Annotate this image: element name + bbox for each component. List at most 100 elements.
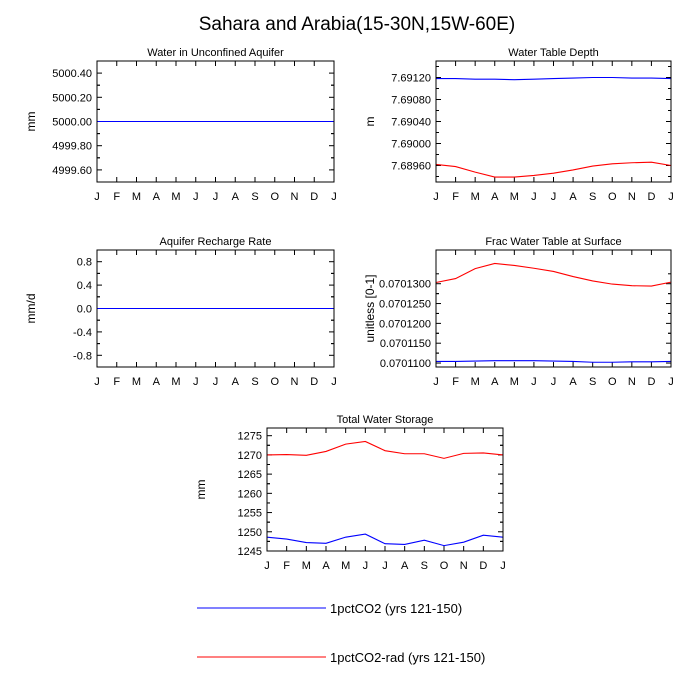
y-axis-label: mm bbox=[194, 480, 208, 500]
y-tick-label: 5000.00 bbox=[52, 117, 92, 129]
x-tick-label: A bbox=[569, 376, 577, 388]
x-tick-label: M bbox=[171, 376, 180, 388]
x-tick-label: M bbox=[471, 191, 480, 203]
x-tick-label: D bbox=[479, 560, 487, 572]
plot-frame bbox=[435, 60, 672, 183]
x-tick-label: O bbox=[608, 191, 617, 203]
y-tick-label: 1250 bbox=[238, 527, 262, 539]
y-tick-label: -0.8 bbox=[73, 350, 92, 362]
y-tick-label: 0.0701200 bbox=[379, 318, 431, 330]
x-tick-label: J bbox=[500, 560, 506, 572]
x-tick-label: S bbox=[251, 376, 258, 388]
panel-title: Frac Water Table at Surface bbox=[485, 236, 621, 248]
x-tick-label: M bbox=[471, 376, 480, 388]
x-tick-label: M bbox=[510, 191, 519, 203]
x-tick-label: S bbox=[251, 191, 258, 203]
x-tick-label: A bbox=[569, 191, 577, 203]
x-tick-label: F bbox=[452, 191, 459, 203]
x-tick-label: O bbox=[270, 191, 279, 203]
x-tick-label: D bbox=[310, 191, 318, 203]
x-tick-label: D bbox=[647, 191, 655, 203]
x-tick-label: J bbox=[94, 191, 100, 203]
x-tick-label: O bbox=[270, 376, 279, 388]
panel-title: Total Water Storage bbox=[337, 414, 434, 426]
x-tick-label: S bbox=[589, 191, 596, 203]
x-tick-label: N bbox=[291, 376, 299, 388]
y-tick-label: 1245 bbox=[238, 546, 262, 558]
x-tick-label: J bbox=[331, 376, 337, 388]
plot-frame bbox=[96, 249, 335, 368]
x-tick-label: N bbox=[628, 376, 636, 388]
x-tick-label: A bbox=[491, 191, 499, 203]
series-line-1pctco2 bbox=[436, 360, 672, 363]
figure-title: Sahara and Arabia(15-30N,15W-60E) bbox=[199, 14, 516, 35]
x-tick-label: A bbox=[153, 376, 161, 388]
x-tick-label: J bbox=[213, 376, 219, 388]
y-tick-label: 1275 bbox=[238, 431, 262, 443]
y-tick-label: 0.0701100 bbox=[380, 358, 431, 370]
x-tick-label: J bbox=[668, 191, 674, 203]
x-tick-label: N bbox=[291, 191, 299, 203]
y-axis-label: mm bbox=[24, 112, 38, 132]
y-tick-label: 7.68960 bbox=[391, 161, 431, 173]
x-tick-label: N bbox=[628, 191, 636, 203]
x-tick-label: A bbox=[153, 191, 161, 203]
x-tick-label: O bbox=[440, 560, 449, 572]
series-line-1pctco2-rad bbox=[435, 262, 672, 287]
y-tick-label: 1270 bbox=[238, 450, 262, 462]
x-tick-label: A bbox=[232, 376, 240, 388]
y-tick-label: 7.69040 bbox=[391, 117, 431, 129]
series-line-1pctco2 bbox=[436, 76, 672, 81]
x-tick-label: J bbox=[551, 191, 557, 203]
x-tick-label: J bbox=[433, 191, 439, 203]
legend-label-1pctco2: 1pctCO2 (yrs 121-150) bbox=[330, 601, 462, 616]
y-tick-label: 0.0 bbox=[77, 304, 92, 316]
panel-title: Water in Unconfined Aquifer bbox=[147, 47, 284, 59]
y-tick-label: 5000.20 bbox=[52, 92, 92, 104]
y-tick-label: 4999.60 bbox=[52, 165, 92, 177]
y-tick-label: 5000.40 bbox=[52, 68, 92, 80]
x-tick-label: J bbox=[382, 560, 388, 572]
y-tick-label: 4999.80 bbox=[52, 141, 92, 153]
legend-label-1pctco2-rad: 1pctCO2-rad (yrs 121-150) bbox=[330, 650, 485, 665]
x-tick-label: F bbox=[113, 376, 120, 388]
x-tick-label: A bbox=[322, 560, 330, 572]
panel-title: Aquifer Recharge Rate bbox=[160, 236, 272, 248]
x-tick-label: J bbox=[213, 191, 219, 203]
x-tick-label: J bbox=[551, 376, 557, 388]
x-tick-label: A bbox=[232, 191, 240, 203]
y-axis-label: unitless [0-1] bbox=[363, 274, 377, 342]
plot-frame bbox=[266, 427, 504, 552]
y-tick-label: 1260 bbox=[238, 488, 262, 500]
x-tick-label: J bbox=[331, 191, 337, 203]
y-tick-label: 7.69120 bbox=[391, 73, 431, 85]
x-tick-label: M bbox=[510, 376, 519, 388]
y-tick-label: 1255 bbox=[238, 508, 262, 520]
x-tick-label: J bbox=[531, 191, 537, 203]
series-line-1pctco2-rad bbox=[435, 161, 672, 178]
y-tick-label: 0.4 bbox=[77, 280, 92, 292]
x-tick-label: S bbox=[589, 376, 596, 388]
series-line-1pctco2-rad bbox=[266, 440, 504, 459]
x-tick-label: J bbox=[193, 376, 199, 388]
y-tick-label: -0.4 bbox=[73, 327, 92, 339]
x-tick-label: M bbox=[341, 560, 350, 572]
x-tick-label: M bbox=[171, 191, 180, 203]
plot-frame bbox=[435, 249, 672, 368]
x-tick-label: A bbox=[401, 560, 409, 572]
x-tick-label: M bbox=[132, 376, 141, 388]
legend: 1pctCO2 (yrs 121-150) 1pctCO2-rad (yrs 1… bbox=[197, 601, 485, 665]
x-tick-label: J bbox=[94, 376, 100, 388]
x-tick-label: F bbox=[113, 191, 120, 203]
series-line-1pctco2 bbox=[266, 533, 504, 547]
x-tick-label: J bbox=[363, 560, 369, 572]
y-tick-label: 0.8 bbox=[77, 257, 92, 269]
x-tick-label: O bbox=[608, 376, 617, 388]
y-tick-label: 1265 bbox=[238, 469, 262, 481]
panel-title: Water Table Depth bbox=[508, 47, 599, 59]
